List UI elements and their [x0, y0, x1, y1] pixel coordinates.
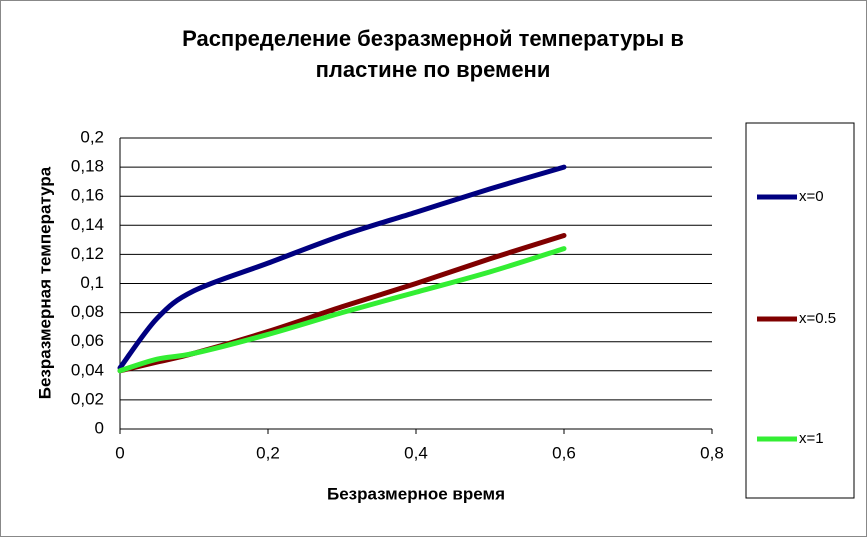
y-axis-title: Безразмерная температура: [35, 166, 54, 399]
chart-title: Распределение безразмерной температуры в…: [182, 26, 684, 82]
y-tick-label: 0,2: [80, 127, 104, 146]
x-axis-title: Безразмерное время: [327, 484, 505, 503]
y-tick-label: 0,08: [71, 302, 104, 321]
y-tick-label: 0,12: [71, 244, 104, 263]
x-tick-label: 0,6: [552, 443, 576, 462]
legend-box: [745, 122, 855, 499]
x-tick-label: 0,2: [256, 443, 280, 462]
x-tick-label: 0,4: [404, 443, 428, 462]
y-tick-label: 0,06: [71, 331, 104, 350]
y-tick-label: 0,14: [71, 215, 104, 234]
legend-label: x=1: [799, 430, 824, 447]
y-tick-label: 0,1: [80, 273, 104, 292]
y-tick-label: 0,16: [71, 186, 104, 205]
series-line: [117, 246, 567, 374]
series-line: [117, 164, 567, 371]
y-tick-label: 0,02: [71, 389, 104, 408]
x-tick-label: 0: [115, 443, 124, 462]
y-tick-label: 0,18: [71, 157, 104, 176]
legend-label: x=0: [799, 188, 824, 205]
x-tick-label: 0,8: [700, 443, 724, 462]
y-tick-label: 0: [95, 418, 104, 437]
series-line: [117, 232, 567, 374]
legend-label: x=0.5: [799, 310, 836, 327]
y-tick-label: 0,04: [71, 360, 104, 379]
